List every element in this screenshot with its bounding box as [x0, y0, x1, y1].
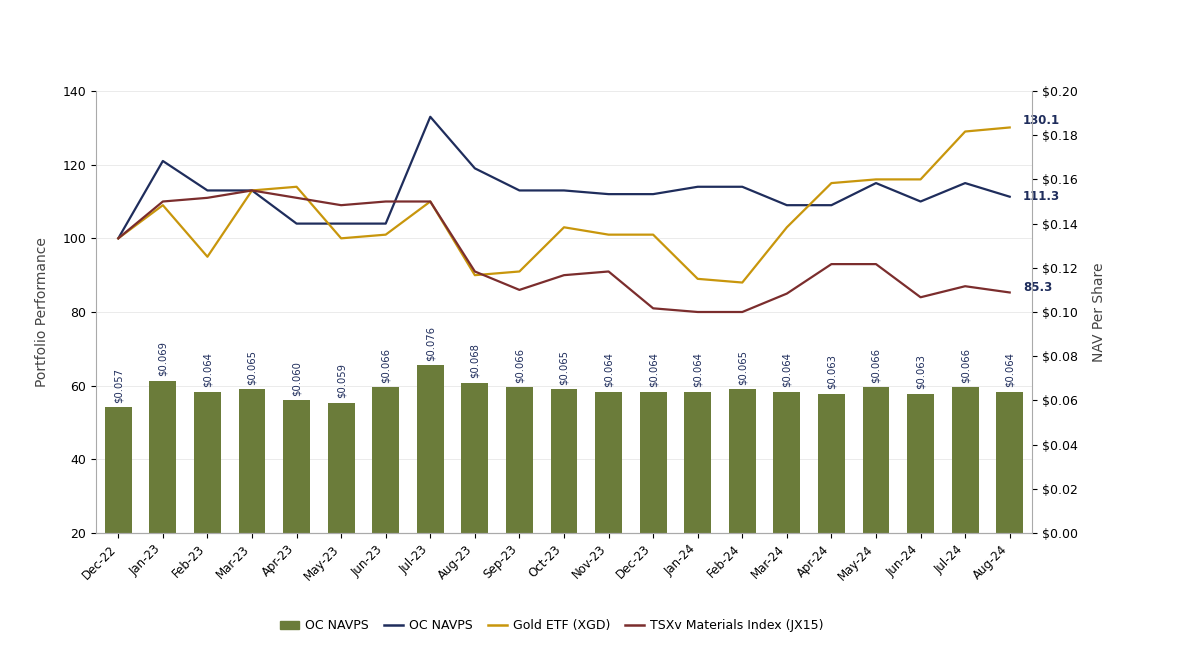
Bar — [907, 394, 934, 533]
Text: $0.064: $0.064 — [692, 352, 703, 387]
Y-axis label: NAV Per Share: NAV Per Share — [1092, 262, 1105, 362]
Bar — [684, 391, 712, 533]
Text: $0.064: $0.064 — [1004, 352, 1015, 387]
Text: $0.064: $0.064 — [782, 352, 792, 387]
Text: $0.076: $0.076 — [425, 326, 436, 361]
Bar — [818, 394, 845, 533]
Text: $0.064: $0.064 — [203, 352, 212, 387]
Text: $0.064: $0.064 — [604, 352, 613, 387]
Bar — [239, 389, 265, 533]
Bar — [551, 389, 577, 533]
Bar — [150, 380, 176, 533]
Text: $0.065: $0.065 — [737, 350, 748, 385]
Text: 130.1: 130.1 — [1024, 114, 1061, 127]
Bar — [595, 391, 622, 533]
Bar — [774, 391, 800, 533]
Text: $0.065: $0.065 — [559, 350, 569, 385]
Text: $0.068: $0.068 — [470, 343, 480, 378]
Text: $0.063: $0.063 — [916, 354, 925, 389]
Bar — [372, 387, 400, 533]
Y-axis label: Portfolio Performance: Portfolio Performance — [35, 237, 48, 387]
Text: $0.060: $0.060 — [292, 361, 301, 396]
Text: $0.057: $0.057 — [113, 368, 124, 402]
Text: $0.069: $0.069 — [158, 341, 168, 376]
Bar — [996, 391, 1024, 533]
Bar — [194, 391, 221, 533]
Bar — [863, 387, 889, 533]
Text: 85.3: 85.3 — [1024, 281, 1052, 294]
Text: $0.065: $0.065 — [247, 350, 257, 385]
Text: $0.059: $0.059 — [336, 363, 346, 398]
Bar — [462, 383, 488, 533]
Text: $0.066: $0.066 — [515, 348, 524, 383]
Bar — [728, 389, 756, 533]
Bar — [416, 365, 444, 533]
Bar — [506, 387, 533, 533]
Bar — [283, 400, 310, 533]
Bar — [328, 402, 354, 533]
Bar — [640, 391, 666, 533]
Bar — [104, 407, 132, 533]
Text: $0.066: $0.066 — [960, 348, 970, 383]
Text: 111.3: 111.3 — [1024, 190, 1061, 203]
Text: $0.066: $0.066 — [380, 348, 391, 383]
Text: $0.064: $0.064 — [648, 352, 658, 387]
Bar — [952, 387, 978, 533]
Text: $0.063: $0.063 — [827, 354, 836, 389]
Legend: OC NAVPS, OC NAVPS, Gold ETF (XGD), TSXv Materials Index (JX15): OC NAVPS, OC NAVPS, Gold ETF (XGD), TSXv… — [275, 614, 829, 637]
Text: $0.066: $0.066 — [871, 348, 881, 383]
